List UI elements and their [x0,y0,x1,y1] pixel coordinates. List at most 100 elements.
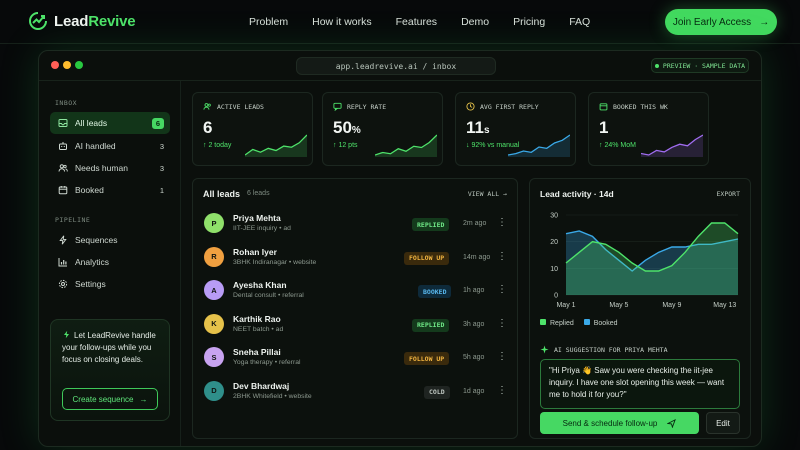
maximize-dot-icon[interactable] [75,61,83,69]
stat-value: 50% [333,118,361,137]
nav-links: Problem How it works Features Demo Prici… [249,16,614,28]
chart-icon [58,258,67,267]
status-badge: FOLLOW UP [404,251,450,265]
avatar: S [204,347,224,367]
stat-card-booked-this-week: BOOKED THIS WK 1 ↑ 24% MoM [588,92,709,166]
export-button[interactable]: EXPORT [716,190,740,198]
sparkline-line [245,134,307,156]
sidebar-item-label: AI handled [75,141,116,151]
users-icon [58,164,68,172]
nav-link-problem[interactable]: Problem [249,16,289,28]
stat-label: ACTIVE LEADS [203,102,264,111]
stat-value: 6 [203,118,213,137]
url-text: app.leadrevive.ai / inbox [335,61,457,71]
more-options-icon[interactable]: ⋮ [497,384,507,396]
join-early-access-button[interactable]: Join Early Access → [665,9,777,35]
more-options-icon[interactable]: ⋮ [497,284,507,295]
x-tick-label: May 13 [713,302,736,309]
nav-link-how-it-works[interactable]: How it works [312,16,372,28]
x-tick-label: May 5 [609,302,628,309]
more-options-icon[interactable]: ⋮ [497,217,507,228]
stat-label-text: BOOKED THIS WK [613,102,668,111]
view-all-link[interactable]: VIEW ALL → [467,190,507,198]
lead-time: 14m ago [463,253,491,261]
stat-label: AVG FIRST REPLY [466,102,539,111]
stat-delta: ↑ 12 pts [333,142,358,149]
more-options-icon[interactable]: ⋮ [497,317,507,329]
lead-time: 1d ago [463,387,485,395]
y-tick-label: 0 [554,293,558,300]
leads-panel: All leads 6 leads VIEW ALL → P Priya Meht… [192,178,518,439]
legend-item-replied: Replied [540,319,574,327]
send-schedule-button[interactable]: Send & schedule follow-up [540,412,699,434]
robot-icon [59,142,67,150]
avatar: P [204,213,224,233]
more-options-icon[interactable]: ⋮ [497,351,507,362]
brand-logo[interactable]: LeadRevive [28,11,136,31]
sidebar-item-sequences[interactable]: Sequences [50,229,170,251]
gear-icon [58,279,68,289]
sidebar-item-ai-handled[interactable]: AI handled 3 [50,135,170,157]
status-badge: BOOKED [418,285,452,298]
lead-row[interactable]: A Ayesha Khan Dental consult • referral BOO… [193,274,517,307]
lead-description: Dental consult • referral [233,292,304,299]
sidebar-item-booked[interactable]: Booked 1 [50,179,170,201]
stat-value: 1 [599,118,609,137]
stat-delta: ↑ 24% MoM [599,142,636,149]
sparkle-icon [63,330,70,339]
app-window: app.leadrevive.ai / inbox PREVIEW · SAMP… [38,50,762,447]
status-badge: REPLIED [412,318,450,332]
lead-row[interactable]: K Karthik Rao NEET batch • ad REPLIED 3h ago… [193,308,517,341]
count-badge: 6 [151,117,164,129]
arrow-right-icon: → [759,16,770,28]
edit-button[interactable]: Edit [706,412,740,434]
lead-row[interactable]: R Rohan Iyer 3BHK Indiranagar • website FOL… [193,241,517,274]
activity-chart: 0 10 20 30 May 1 May 5 May 9 May 13 [550,213,739,309]
stat-delta: ↑ 2 today [203,142,232,149]
sidebar-item-settings[interactable]: Settings [50,273,170,295]
promo-text: Let LeadRevive handle your follow-ups wh… [62,331,156,364]
nav-link-demo[interactable]: Demo [461,16,490,28]
create-sequence-label: Create sequence [72,394,134,404]
lead-row[interactable]: S Sneha Pillai Yoga therapy • referral FOLL… [193,341,517,374]
calendar-icon [58,186,68,195]
close-dot-icon[interactable] [51,61,59,69]
sparkline [508,134,570,157]
lead-description: 3BHK Indiranagar • website [233,258,317,266]
promo-card: Let LeadRevive handle your follow-ups wh… [50,319,170,421]
ai-suggestion-message[interactable]: "Hi Priya 👋 Saw you were checking the ii… [540,359,740,409]
bolt-icon [59,235,67,245]
lead-row[interactable]: P Priya Mehta IIT-JEE inquiry • ad REPLIED 2… [193,207,517,240]
x-tick-label: May 1 [556,302,575,309]
create-sequence-button[interactable]: Create sequence → [62,388,158,410]
sparkline-area [641,135,703,157]
sidebar-item-label: Analytics [75,257,110,267]
series-line-booked [565,230,739,272]
count-badge: 3 [159,141,164,151]
ai-label-text: AI SUGGESTION FOR PRIYA MEHTA [554,345,668,354]
minimize-dot-icon[interactable] [63,61,71,69]
avatar: R [204,246,224,267]
window-titlebar: app.leadrevive.ai / inbox PREVIEW · SAMP… [39,51,761,81]
lead-description: NEET batch • ad [233,325,284,333]
lead-description: 2BHK Whitefield • website [233,392,312,400]
nav-link-features[interactable]: Features [395,16,438,28]
sparkline-line [641,134,703,156]
series-line-replied [565,222,739,272]
sidebar: INBOX All leads 6 AI handled 3 Needs hum… [39,81,181,446]
lead-row[interactable]: D Dev Bhardwaj 2BHK Whitefield • website CO… [193,375,517,408]
url-bar[interactable]: app.leadrevive.ai / inbox [296,57,496,75]
sidebar-item-needs-human[interactable]: Needs human 3 [50,157,170,179]
nav-link-pricing[interactable]: Pricing [513,16,546,28]
nav-link-faq[interactable]: FAQ [569,16,591,28]
sidebar-item-analytics[interactable]: Analytics [50,251,170,273]
stat-label-text: REPLY RATE [347,102,387,111]
avatar: K [204,313,224,334]
clock-icon [466,102,475,111]
more-options-icon[interactable]: ⋮ [497,250,507,262]
send-icon [667,418,677,428]
lead-name: Sneha Pillai [233,347,281,357]
y-tick-label: 10 [550,266,558,273]
sidebar-item-all-leads[interactable]: All leads 6 [50,112,170,134]
arrow-right-icon: → [139,394,148,404]
